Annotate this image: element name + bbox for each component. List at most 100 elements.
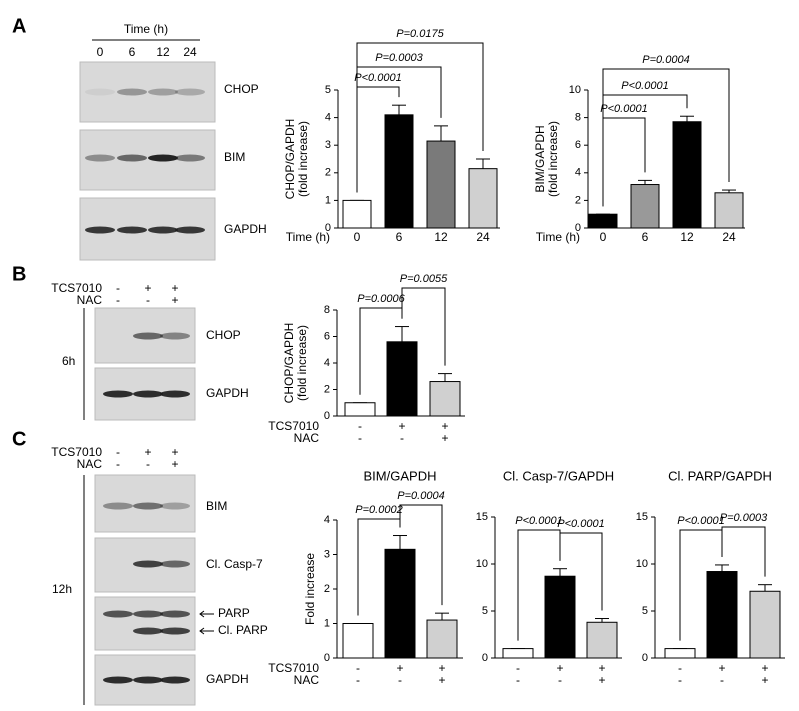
y-axis-label: (fold increase) [296,121,310,197]
arrow [199,610,214,618]
x-row-sign: - [358,419,362,433]
treatment-sign: - [116,457,120,471]
y-tick-label: 3 [325,139,331,151]
band-label: Cl. PARP [218,623,268,637]
x-row-sign: + [761,661,768,675]
x-tick-label: 12 [434,230,448,244]
treatment-sign: - [116,445,120,459]
bar [672,121,702,229]
treatment-sign: - [116,281,120,295]
y-tick-label: 0 [575,222,581,234]
x-axis-label: Time (h) [536,230,580,244]
blot-band [148,88,178,96]
bar [588,213,618,229]
treatment-sign: - [116,293,120,307]
treatment-label: NAC [77,457,103,471]
p-value: P=0.0055 [400,273,448,285]
y-axis-label: (fold increase) [546,121,560,197]
y-tick-label: 8 [575,112,581,124]
x-tick-label: 0 [600,230,607,244]
x-row-label: NAC [294,431,320,445]
y-tick-label: 3 [324,548,330,560]
bar [342,623,374,659]
bar [426,619,458,659]
x-tick-label: 0 [354,230,361,244]
bar [384,114,414,229]
treatment-sign: + [171,445,178,459]
y-tick-label: 5 [325,84,331,96]
x-row-sign: + [761,673,768,687]
band-label: Cl. Casp-7 [206,557,263,571]
blot-band [160,560,190,568]
treatment-sign: + [171,457,178,471]
blot-band [103,676,133,684]
x-row-sign: + [398,419,405,433]
y-tick-label: 1 [324,617,330,629]
x-tick-label: 12 [680,230,694,244]
x-row-sign: + [718,661,725,675]
band-label: PARP [218,606,250,620]
bar [344,402,376,417]
y-tick-label: 2 [324,383,330,395]
x-row-sign: - [720,673,724,687]
chart-title: Cl. PARP/GAPDH [668,468,772,483]
y-tick-label: 0 [324,652,330,664]
p-value: P<0.0001 [557,518,604,530]
blot-band [85,154,115,162]
p-value: P=0.0002 [355,504,402,516]
lane-label: 12 [156,45,170,59]
time-label: Time (h) [124,22,168,36]
blot-band [148,154,178,162]
x-row-label: TCS7010 [268,419,319,433]
x-tick-label: 6 [642,230,649,244]
p-value: P<0.0001 [600,103,647,115]
p-value: P<0.0001 [621,80,668,92]
y-tick-label: 2 [575,194,581,206]
blot-band [148,226,178,234]
significance-bracket [401,287,446,366]
p-value: P=0.0003 [720,512,768,524]
significance-bracket [399,504,443,606]
x-row-sign: - [356,673,360,687]
blot-band [133,676,163,684]
p-value: P<0.0001 [515,515,562,527]
chart-title: Cl. Casp-7/GAPDH [503,468,614,483]
p-value: P=0.0003 [375,52,423,64]
bar [468,168,498,229]
bar [586,621,618,659]
blot-band [133,560,163,568]
y-tick-label: 4 [324,514,330,526]
blot-band [133,502,163,510]
bar [630,184,660,229]
significance-bracket [721,526,766,577]
band-label: BIM [206,499,227,513]
x-row-sign: - [356,661,360,675]
lane-label: 24 [183,45,197,59]
y-axis-label: (fold increase) [295,325,309,401]
band-label: BIM [224,150,245,164]
bar [544,575,576,659]
blot-band [133,627,163,635]
blot-band [117,154,147,162]
panel-label: C [12,428,26,450]
y-tick-label: 1 [325,194,331,206]
p-value: P=0.0004 [642,54,689,66]
bar [706,571,738,659]
x-row-sign: - [398,673,402,687]
blot-band [160,610,190,618]
blot-band [160,332,190,340]
x-row-sign: + [598,673,605,687]
x-row-sign: + [441,431,448,445]
y-tick-label: 4 [575,167,581,179]
blot-band [160,390,190,398]
treatment-sign: - [146,457,150,471]
p-value: P<0.0001 [354,72,401,84]
significance-bracket [356,42,484,193]
x-row-sign: - [678,673,682,687]
y-tick-label: 10 [569,84,581,96]
x-row-label: NAC [294,673,320,687]
bar [384,548,416,659]
p-value: P<0.0001 [677,515,724,527]
y-tick-label: 0 [325,222,331,234]
